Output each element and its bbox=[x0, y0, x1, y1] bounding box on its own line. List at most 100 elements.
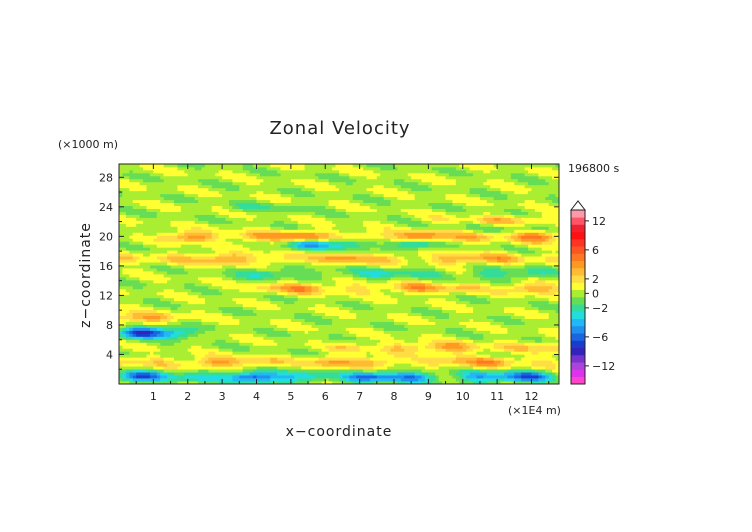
field-cell bbox=[287, 184, 292, 189]
field-cell bbox=[246, 345, 251, 349]
field-cell bbox=[208, 193, 213, 198]
field-cell bbox=[349, 282, 354, 287]
field-cell bbox=[160, 348, 165, 352]
field-cell bbox=[266, 181, 271, 186]
field-cell bbox=[232, 274, 237, 278]
field-cell bbox=[153, 291, 158, 296]
field-cell bbox=[129, 330, 134, 334]
field-cell bbox=[232, 342, 237, 346]
field-cell bbox=[132, 211, 137, 215]
field-cell bbox=[301, 294, 306, 299]
field-cell bbox=[119, 315, 123, 319]
field-cell bbox=[349, 381, 354, 385]
field-cell bbox=[215, 262, 220, 266]
field-cell bbox=[287, 354, 292, 358]
field-cell bbox=[211, 357, 216, 361]
field-cell bbox=[139, 315, 144, 319]
field-cell bbox=[294, 220, 299, 224]
field-cell bbox=[259, 288, 264, 293]
field-cell bbox=[256, 327, 261, 331]
field-cell bbox=[311, 321, 316, 325]
field-cell bbox=[129, 339, 134, 343]
field-cell bbox=[311, 294, 316, 299]
field-cell bbox=[132, 205, 137, 209]
field-cell bbox=[297, 175, 302, 180]
field-cell bbox=[170, 214, 175, 218]
field-cell bbox=[335, 282, 340, 287]
field-cell bbox=[218, 285, 223, 290]
field-cell bbox=[287, 208, 292, 212]
field-cell bbox=[263, 169, 268, 174]
field-cell bbox=[174, 223, 178, 227]
field-cell bbox=[139, 363, 144, 367]
field-cell bbox=[174, 372, 178, 376]
field-cell bbox=[132, 372, 137, 376]
field-cell bbox=[259, 214, 264, 218]
field-cell bbox=[277, 375, 281, 379]
field-cell bbox=[321, 262, 326, 266]
field-cell bbox=[239, 172, 244, 177]
field-cell bbox=[287, 187, 292, 192]
field-cell bbox=[229, 300, 233, 305]
field-cell bbox=[318, 297, 323, 302]
field-cell bbox=[153, 375, 158, 379]
field-cell bbox=[125, 318, 130, 322]
field-cell bbox=[167, 229, 171, 233]
field-cell bbox=[332, 357, 336, 361]
field-cell bbox=[235, 357, 240, 361]
field-cell bbox=[136, 211, 141, 215]
field-cell bbox=[328, 196, 333, 201]
field-cell bbox=[284, 348, 288, 352]
field-cell bbox=[153, 312, 158, 317]
field-cell bbox=[328, 324, 333, 328]
field-cell bbox=[308, 330, 312, 334]
field-cell bbox=[308, 220, 312, 224]
field-cell bbox=[253, 220, 257, 224]
field-cell bbox=[235, 181, 240, 186]
field-cell bbox=[174, 193, 178, 198]
field-cell bbox=[174, 303, 178, 308]
field-cell bbox=[174, 318, 178, 322]
field-cell bbox=[180, 205, 185, 209]
field-cell bbox=[119, 268, 123, 272]
field-cell bbox=[225, 360, 230, 364]
field-cell bbox=[259, 366, 264, 370]
field-cell bbox=[125, 285, 130, 290]
field-cell bbox=[215, 315, 220, 319]
field-cell bbox=[211, 178, 216, 183]
field-cell bbox=[218, 244, 223, 248]
field-cell bbox=[301, 378, 306, 382]
field-cell bbox=[297, 211, 302, 215]
field-cell bbox=[198, 208, 202, 212]
field-cell bbox=[153, 360, 158, 364]
field-cell bbox=[122, 369, 127, 373]
field-cell bbox=[218, 247, 223, 251]
field-cell bbox=[160, 327, 165, 331]
field-cell bbox=[215, 306, 220, 311]
field-cell bbox=[201, 172, 206, 177]
field-cell bbox=[204, 244, 209, 248]
field-cell bbox=[129, 244, 134, 248]
field-cell bbox=[301, 262, 306, 266]
field-cell bbox=[174, 265, 178, 269]
field-cell bbox=[208, 342, 213, 346]
field-cell bbox=[132, 324, 137, 328]
field-cell bbox=[184, 256, 189, 260]
field-cell bbox=[277, 244, 281, 248]
field-cell bbox=[321, 300, 326, 305]
field-cell bbox=[201, 202, 206, 207]
field-cell bbox=[218, 369, 223, 373]
field-cell bbox=[198, 247, 202, 251]
field-cell bbox=[263, 282, 268, 287]
field-cell bbox=[191, 375, 196, 379]
field-cell bbox=[297, 193, 302, 198]
field-cell bbox=[328, 211, 333, 215]
field-cell bbox=[345, 369, 350, 373]
field-cell bbox=[229, 244, 233, 248]
field-cell bbox=[180, 360, 185, 364]
field-cell bbox=[335, 339, 340, 343]
field-cell bbox=[273, 321, 278, 325]
field-cell bbox=[153, 303, 158, 308]
field-cell bbox=[297, 309, 302, 314]
field-cell bbox=[266, 378, 271, 382]
